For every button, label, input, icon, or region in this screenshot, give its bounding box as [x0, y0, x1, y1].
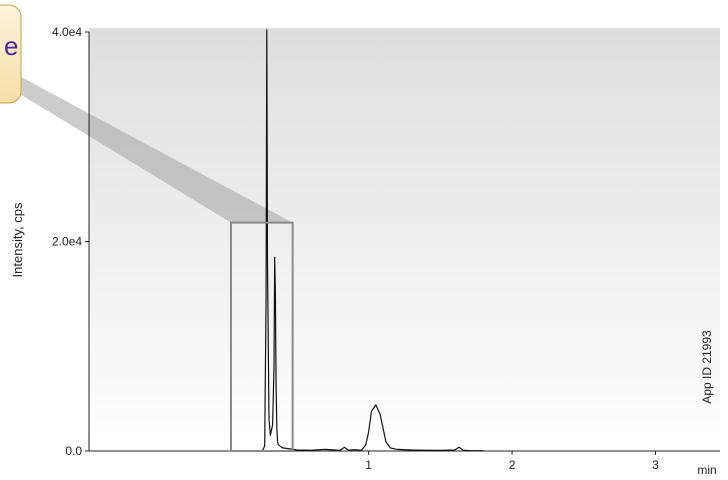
chromatogram-trace — [231, 29, 484, 452]
callout-bubble: e — [0, 4, 22, 104]
x-tick-label: 3 — [652, 458, 659, 472]
x-tick-label: 1 — [365, 458, 372, 472]
callout-text: e — [4, 31, 18, 61]
zoom-box — [229, 221, 294, 452]
y-tick-label: 0.0 — [65, 444, 82, 458]
y-tick-label: 2.0e4 — [52, 235, 82, 249]
x-axis-unit-label: min — [697, 463, 716, 477]
y-tick-label: 4.0e4 — [52, 25, 82, 39]
x-axis-ticks: 1 2 3 — [365, 451, 659, 472]
plot-background — [89, 28, 720, 451]
y-axis-title: Intensity, cps — [10, 202, 25, 277]
x-tick-label: 2 — [509, 458, 516, 472]
zoom-connector — [15, 77, 293, 223]
app-id-annotation: App ID 21993 — [700, 330, 714, 404]
y-axis-ticks: 0.0 2.0e4 4.0e4 — [52, 25, 89, 458]
